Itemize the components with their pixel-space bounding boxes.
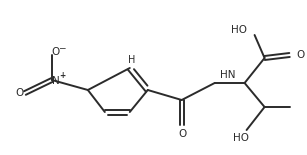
Text: N: N bbox=[52, 76, 60, 86]
Text: HO: HO bbox=[231, 25, 247, 35]
Text: O: O bbox=[52, 47, 60, 57]
Text: HN: HN bbox=[220, 70, 235, 80]
Text: +: + bbox=[59, 71, 65, 80]
Text: −: − bbox=[58, 44, 66, 53]
Text: O: O bbox=[297, 50, 305, 60]
Text: O: O bbox=[16, 88, 24, 98]
Text: H: H bbox=[128, 55, 135, 65]
Text: HO: HO bbox=[233, 133, 249, 143]
Text: O: O bbox=[179, 129, 187, 139]
